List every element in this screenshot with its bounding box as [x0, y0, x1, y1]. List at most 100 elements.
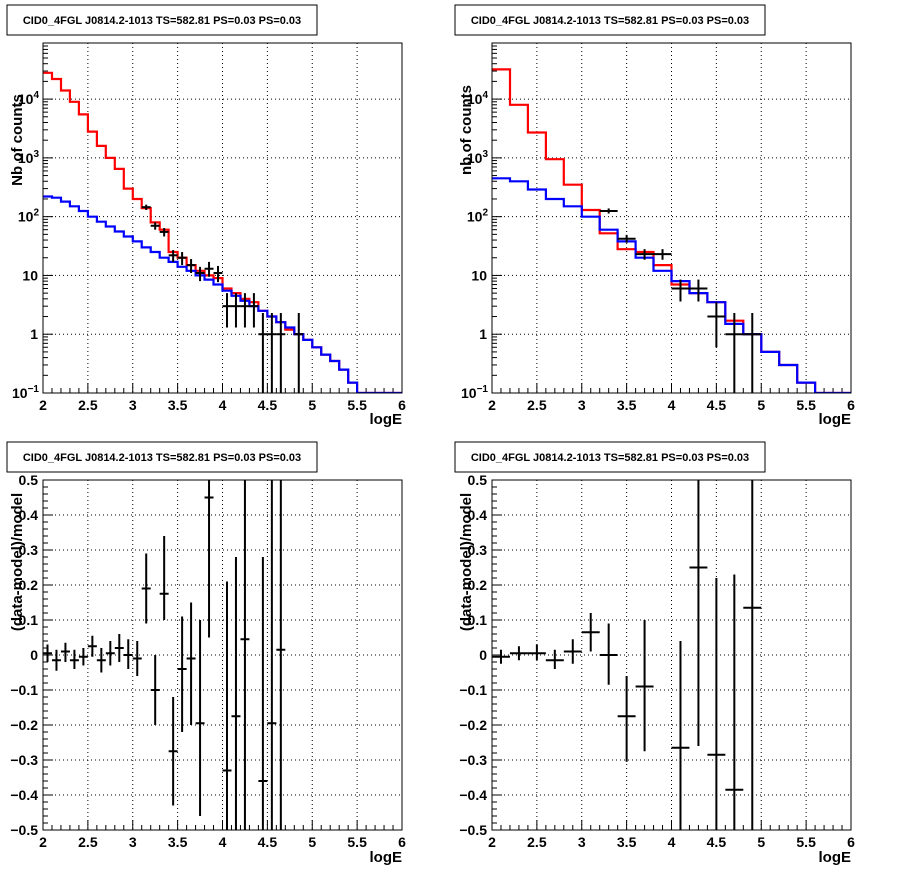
- x-tick-label: 4: [219, 397, 227, 413]
- panel-title: CID0_4FGL J0814.2-1013 TS=582.81 PS=0.03…: [471, 15, 749, 27]
- model-source-histogram: [492, 177, 851, 393]
- y-tick-label: 0: [479, 647, 487, 663]
- data-point: [168, 250, 178, 262]
- data-point: [141, 204, 151, 210]
- panel-top-left: CID0_4FGL J0814.2-1013 TS=582.81 PS=0.03…: [6, 4, 406, 428]
- x-tick-label: 2.5: [527, 834, 547, 850]
- data-point: [51, 649, 61, 671]
- data-point: [150, 222, 160, 230]
- y-tick-label: −0.4: [10, 787, 38, 803]
- data-point: [195, 620, 205, 816]
- plot-frame: [491, 42, 852, 394]
- series-group: [492, 480, 762, 830]
- x-tick-label: 2.5: [78, 834, 98, 850]
- grid: [492, 43, 851, 393]
- y-tick-label: 10: [471, 267, 487, 283]
- data-point: [725, 574, 744, 830]
- y-tick-label: 0: [30, 647, 38, 663]
- data-point: [267, 480, 277, 830]
- data-point: [60, 642, 70, 662]
- y-tick-label: −0.5: [459, 822, 487, 838]
- x-tick-label: 6: [847, 397, 855, 413]
- x-tick-label: 5.5: [347, 397, 367, 413]
- data-point: [222, 581, 232, 830]
- x-tick-label: 4.5: [258, 834, 278, 850]
- plot-frame: [42, 479, 403, 831]
- y-axis-label: Nb of counts: [9, 94, 26, 186]
- data-point: [123, 639, 133, 669]
- y-tick-label: 10−1: [461, 384, 488, 401]
- data-point: [267, 312, 277, 393]
- x-tick-label: 3.5: [617, 834, 637, 850]
- x-tick-label: 2: [39, 397, 47, 413]
- y-tick-label: 10−1: [12, 384, 39, 401]
- x-axis-label: logE: [370, 411, 403, 428]
- y-tick-label: 0.5: [468, 472, 488, 488]
- data-point: [204, 480, 214, 638]
- y-tick-label: 0.2: [19, 577, 39, 593]
- x-tick-label: 3: [129, 834, 137, 850]
- y-tick-label: 103: [467, 149, 489, 166]
- plot-area: 2 2.5 3 3.5 4 4.5 5 5.5 6 10−1 1 10 102 103 104: [12, 42, 406, 413]
- data-point: [258, 557, 268, 830]
- data-point: [240, 480, 250, 830]
- data-point: [294, 312, 304, 393]
- series-group: [43, 71, 402, 393]
- data-point: [43, 644, 52, 662]
- y-tick-label: 103: [18, 149, 40, 166]
- y-axis-label: nb of counts: [458, 85, 475, 175]
- panel-title: CID0_4FGL J0814.2-1013 TS=582.81 PS=0.03…: [23, 452, 301, 464]
- x-tick-label: 4: [668, 397, 676, 413]
- data-point: [563, 639, 582, 664]
- data-point: [617, 676, 636, 762]
- y-tick-label: 102: [18, 208, 40, 225]
- panel-title: CID0_4FGL J0814.2-1013 TS=582.81 PS=0.03…: [23, 15, 301, 27]
- y-tick-label: −0.4: [459, 787, 487, 803]
- y-tick-label: 0.4: [19, 507, 39, 523]
- y-tick-label: 0.1: [19, 612, 39, 628]
- y-tick-label: −0.5: [10, 822, 38, 838]
- data-point: [213, 265, 223, 283]
- x-tick-label: 3: [578, 397, 586, 413]
- panel-title: CID0_4FGL J0814.2-1013 TS=582.81 PS=0.03…: [471, 452, 749, 464]
- data-point: [87, 635, 97, 657]
- panel-bottom-left: CID0_4FGL J0814.2-1013 TS=582.81 PS=0.03…: [6, 441, 406, 866]
- x-tick-label: 3: [578, 834, 586, 850]
- x-tick-label: 3.5: [168, 834, 188, 850]
- series-group: [492, 68, 851, 393]
- x-tick-label: 6: [398, 834, 406, 850]
- data-point: [195, 266, 205, 282]
- y-axis-label: (data-model)/model: [458, 493, 475, 631]
- y-tick-label: 0.1: [468, 612, 488, 628]
- data-point: [69, 649, 79, 669]
- data-point: [707, 578, 726, 830]
- x-tick-label: 6: [847, 834, 855, 850]
- x-tick-label: 2: [39, 834, 47, 850]
- title-box: [454, 4, 766, 36]
- panel-top-right: CID0_4FGL J0814.2-1013 TS=582.81 PS=0.03…: [454, 4, 855, 428]
- plot-area: 2 2.5 3 3.5 4 4.5 5 5.5 6 −0.5 −0.4 −0.3 −0.2 −0.1 0 0.…: [10, 472, 406, 850]
- y-tick-label: −0.3: [459, 752, 487, 768]
- y-tick-label: −0.1: [459, 682, 487, 698]
- model-total-histogram: [43, 71, 402, 393]
- y-tick-label: −0.3: [10, 752, 38, 768]
- x-tick-label: 5: [308, 397, 316, 413]
- y-tick-label: 0.3: [468, 542, 488, 558]
- y-tick-label: 1: [479, 326, 487, 342]
- data-point: [599, 208, 618, 214]
- x-axis-label: logE: [819, 411, 852, 428]
- data-point: [105, 641, 115, 666]
- x-axis-label: logE: [370, 849, 403, 866]
- x-tick-label: 5: [757, 834, 765, 850]
- data-point: [545, 649, 564, 669]
- data-point: [653, 249, 672, 260]
- x-tick-label: 4.5: [707, 834, 727, 850]
- data-point: [231, 293, 241, 328]
- data-point: [132, 641, 142, 676]
- data-point: [141, 553, 151, 624]
- data-point: [159, 228, 169, 237]
- y-tick-label: −0.2: [459, 717, 487, 733]
- model-source-histogram: [43, 195, 402, 393]
- data-point: [168, 697, 178, 806]
